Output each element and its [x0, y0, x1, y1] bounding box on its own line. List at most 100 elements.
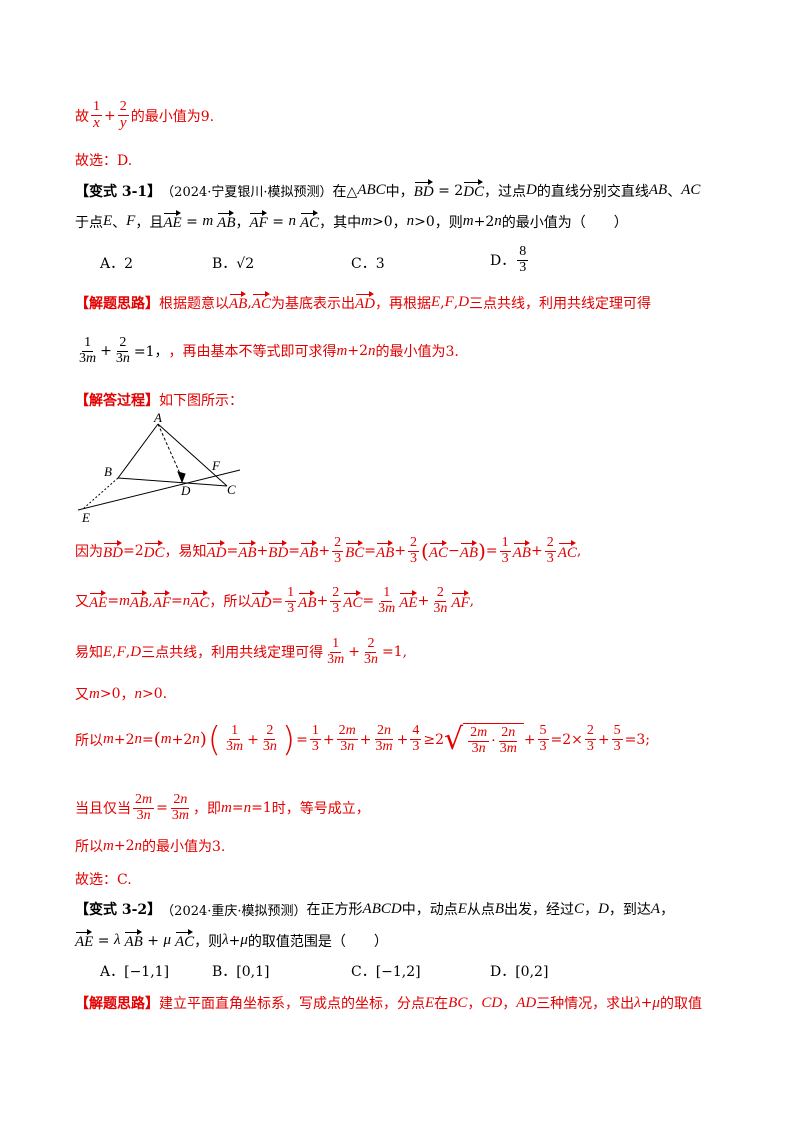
text: 时，等号成立，: [271, 801, 370, 818]
text: ，: [502, 996, 517, 1012]
text: 在: [434, 996, 449, 1012]
question-source: （2024·宁夏银川·模拟预测）: [161, 185, 333, 200]
text: ，即: [192, 801, 221, 818]
text: 的最小值为（ ）: [501, 214, 628, 231]
text: 当且仅当: [75, 801, 131, 818]
step-6: 当且仅当 2m 3n = 2n 3m ，即 m = n =1 时，等号成立，: [75, 792, 370, 823]
text: ，则: [434, 214, 463, 231]
solution-thinking-2: 【解题思路】 建立平面直角坐标系，写成点的坐标，分点 E 在 BC ， CD ， AD …: [75, 994, 702, 1013]
text: 中，动点: [401, 902, 458, 918]
question-3-1-line1: 【变式 3-1】 （2024·宁夏银川·模拟预测） 在△ ABC 中， BD = …: [75, 179, 701, 200]
text: 如下图所示：: [159, 393, 243, 409]
text: ，其中: [319, 214, 362, 231]
text: ，到达: [608, 902, 651, 918]
question-3-1-line2: 于点 E 、 F ，且 AE = m AB ， AF = n AC ，其中 m >0 ， n >…: [75, 210, 628, 231]
text: ，: [467, 996, 482, 1012]
text: 故选：D.: [75, 153, 133, 169]
text: ，: [235, 214, 250, 231]
line-BC: [117, 477, 228, 487]
text: 中，: [385, 183, 414, 200]
text: 的取值范围是（ ）: [247, 933, 388, 950]
text: 所以: [75, 732, 103, 749]
step-2: 又 AE = m AB, AF = n AC ，所以 AD = 1 3 AB + 2 3 AC = 1 3m AE…: [75, 585, 475, 616]
text: 的最小值为3.: [375, 344, 459, 361]
label-E: E: [81, 510, 90, 524]
text: 的取值: [659, 996, 702, 1012]
label-C: C: [227, 482, 236, 497]
question-3-2-line2: AE = λ AB + μ AC ，则 λ + μ 的取值范围是（ ）: [75, 929, 388, 950]
option-d[interactable]: D．[0,2]: [490, 964, 549, 980]
text: ，所以: [209, 594, 252, 611]
text: 三点共线，利用共线定理可得: [469, 295, 652, 312]
text: 又: [75, 594, 89, 611]
text: ，则: [194, 933, 223, 950]
process-tag: 【解答过程】: [75, 393, 159, 409]
line-EF: [77, 469, 241, 511]
text: ，过点: [484, 183, 527, 200]
text: 、: [667, 183, 682, 200]
text: ，易知: [164, 544, 207, 561]
triangle-figure: A B C D E F: [77, 412, 241, 524]
text: ，: [660, 902, 675, 918]
text: 又: [75, 687, 89, 703]
option-b[interactable]: B．√2: [212, 256, 255, 272]
label-F: F: [211, 458, 221, 473]
label-D: D: [180, 483, 191, 498]
text: ，再根据: [374, 295, 431, 312]
text: ，: [584, 902, 599, 918]
vector-AD: [157, 423, 183, 479]
text: 在正方形: [306, 902, 363, 918]
answer-d: 故选：D.: [75, 150, 132, 170]
label-A: A: [153, 412, 162, 425]
text: 的直线分别交直线: [536, 183, 649, 200]
text: 出发，经过: [504, 902, 575, 918]
text: 在△: [332, 183, 358, 200]
text: 故选：C.: [75, 872, 132, 888]
dashed-BE: [83, 477, 119, 509]
text: 建立平面直角坐标系，写成点的坐标，分点: [159, 996, 425, 1012]
solution-process-header: 【解答过程】 如下图所示：: [75, 390, 243, 410]
question-source: （2024·重庆·模拟预测）: [161, 903, 307, 919]
solution-thinking-1-line2: 1 3m + 2 3n =1， ，再由基本不等式即可求得 m +2 n 的最小值为3.: [79, 335, 459, 366]
text: 于点: [75, 214, 103, 231]
text: 易知: [75, 645, 103, 662]
question-tag: 【变式 3-2】: [75, 902, 162, 918]
text: 的最小值为3.: [141, 839, 226, 855]
option-b[interactable]: B．[0,1]: [212, 964, 270, 980]
text: 的最小值为9.: [130, 108, 215, 125]
step-4: 又 m >0 ， n >0.: [75, 685, 168, 704]
line-AB: [117, 423, 159, 479]
step-7: 所以 m +2 n 的最小值为3.: [75, 837, 226, 856]
text: ，: [392, 214, 407, 231]
step-5-inequality: 所以 m +2 n = (m +2 n) ( 1 3m + 2 3n ) = 1 3 + 2m 3n + …: [75, 719, 651, 760]
label-B: B: [104, 464, 112, 479]
option-a[interactable]: A．[−1,1]: [100, 964, 170, 980]
question-3-2-line1: 【变式 3-2】 （2024·重庆·模拟预测） 在正方形 ABCD 中，动点 E 从…: [75, 900, 675, 919]
text: ，再由基本不等式即可求得: [168, 344, 337, 361]
option-a[interactable]: A．2: [100, 256, 134, 272]
text: 、: [112, 214, 127, 231]
option-c[interactable]: C．3: [351, 256, 385, 272]
thinking-tag: 【解题思路】: [75, 996, 159, 1012]
solution-thinking-1: 【解题思路】 根据题意以 AB, AC 为基底表示出 AD ，再根据 E,F,D …: [75, 291, 652, 312]
text: 故: [75, 108, 89, 125]
thinking-tag: 【解题思路】: [75, 295, 159, 312]
text: ，: [120, 687, 135, 703]
line-AC: [157, 423, 228, 487]
arrow-head: [177, 471, 186, 484]
text: 所以: [75, 839, 103, 855]
text: 根据题意以: [159, 295, 229, 312]
answer-c: 故选：C.: [75, 869, 132, 889]
option-c[interactable]: C．[−1,2]: [351, 964, 421, 980]
text: 因为: [75, 544, 103, 561]
text: 从点: [466, 902, 495, 918]
question-tag: 【变式 3-1】: [75, 183, 162, 200]
text: 三种情况，求出: [536, 996, 635, 1012]
step-3: 易知 E,F,D 三点共线，利用共线定理可得 1 3m + 2 3n =1,: [75, 636, 408, 667]
text: ，且: [135, 214, 164, 231]
